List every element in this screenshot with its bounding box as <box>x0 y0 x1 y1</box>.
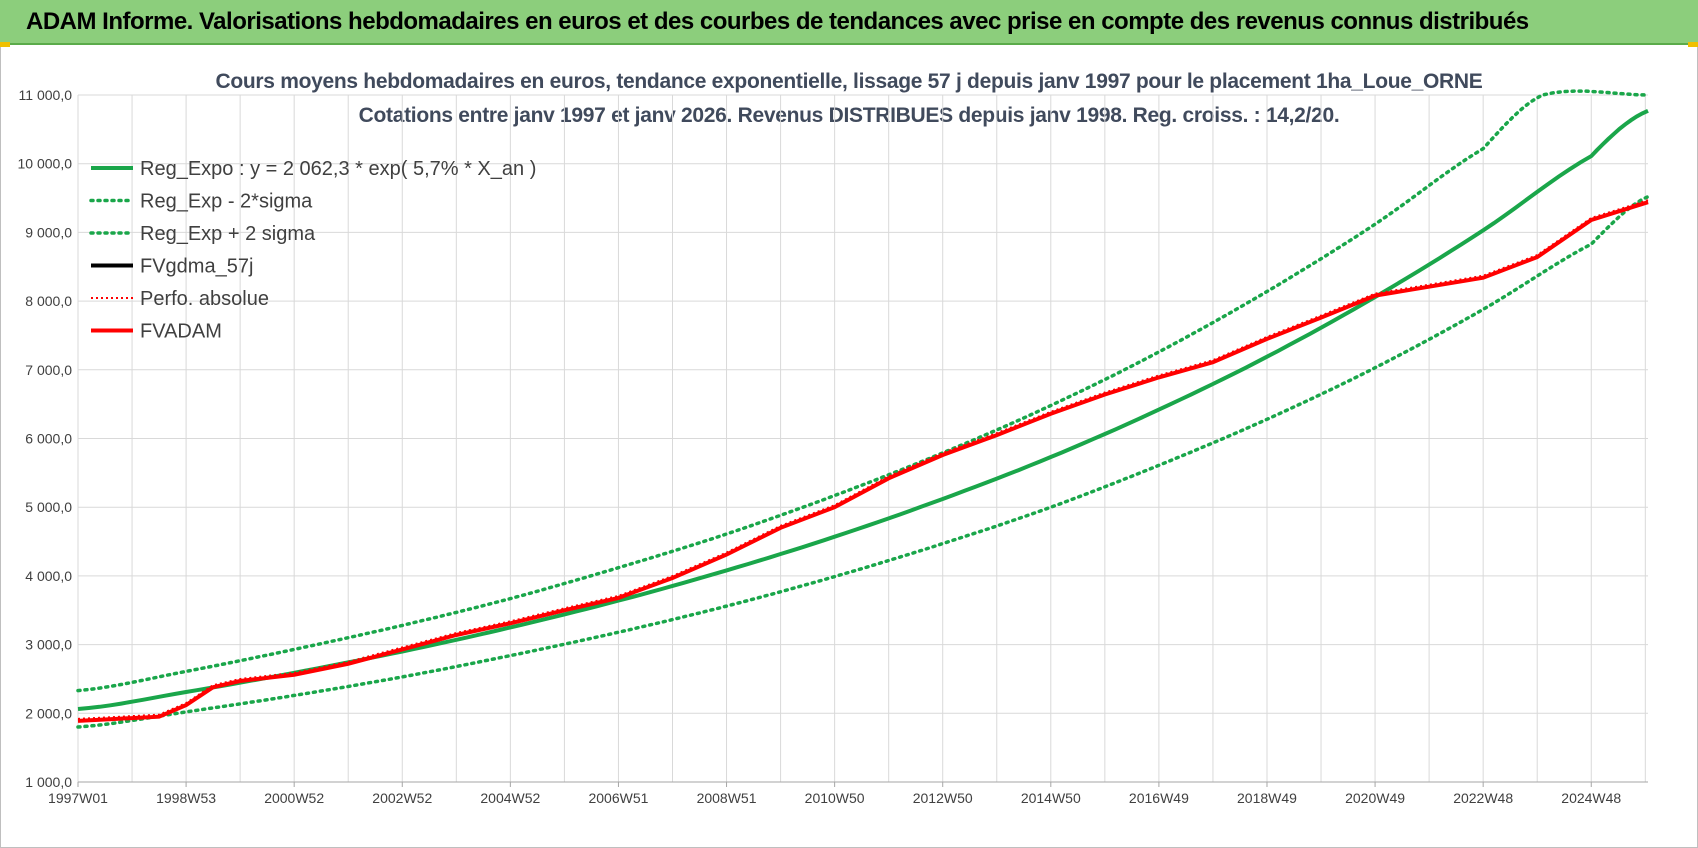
y-tick-label: 6 000,0 <box>25 431 72 447</box>
legend-label-5: FVADAM <box>140 321 222 343</box>
y-tick-label: 1 000,0 <box>25 774 72 790</box>
legend-label-2: Reg_Exp + 2 sigma <box>140 223 316 245</box>
x-tick-label: 2002W52 <box>372 790 432 806</box>
series-line-4 <box>77 199 1649 720</box>
legend-label-4: Perfo. absolue <box>140 288 269 310</box>
x-tick-label: 2014W50 <box>1021 790 1081 806</box>
legend-label-1: Reg_Exp - 2*sigma <box>140 191 313 213</box>
x-tick-label: 2006W51 <box>588 790 648 806</box>
y-tick-label: 11 000,0 <box>19 87 73 103</box>
x-tick-label: 2012W50 <box>913 790 973 806</box>
x-tick-label: 2008W51 <box>697 790 757 806</box>
corner-mark-right <box>1688 42 1698 47</box>
x-tick-label: 2020W49 <box>1345 790 1405 806</box>
y-tick-label: 8 000,0 <box>25 293 72 309</box>
page-title: ADAM Informe. Valorisations hebdomadaire… <box>26 8 1529 35</box>
corner-mark-left <box>0 42 10 47</box>
x-tick-label: 2000W52 <box>264 790 324 806</box>
y-tick-label: 9 000,0 <box>25 224 72 240</box>
series-line-2 <box>76 89 1650 693</box>
x-tick-label: 1997W01 <box>48 790 108 806</box>
chart-title: Cours moyens hebdomadaires en euros, ten… <box>215 70 1483 93</box>
y-tick-label: 4 000,0 <box>25 568 72 584</box>
header-bar: ADAM Informe. Valorisations hebdomadaire… <box>0 0 1698 45</box>
x-tick-label: 2010W50 <box>805 790 865 806</box>
chart-subtitle: Cotations entre janv 1997 et janv 2026. … <box>358 104 1340 127</box>
y-tick-label: 5 000,0 <box>25 499 72 515</box>
y-tick-label: 7 000,0 <box>25 362 72 378</box>
legend-label-3: FVgdma_57j <box>140 256 253 278</box>
y-tick-label: 2 000,0 <box>25 705 72 721</box>
x-tick-label: 2024W48 <box>1561 790 1621 806</box>
legend-label-0: Reg_Expo : y = 2 062,3 * exp( 5,7% * X_a… <box>140 158 536 180</box>
x-tick-label: 2018W49 <box>1237 790 1297 806</box>
x-tick-label: 1998W53 <box>156 790 216 806</box>
series-line-5 <box>77 200 1649 723</box>
y-tick-label: 3 000,0 <box>25 637 72 653</box>
x-tick-label: 2016W49 <box>1129 790 1189 806</box>
series-line-3 <box>77 201 1649 722</box>
series-line-0 <box>77 108 1649 711</box>
y-tick-label: 10 000,0 <box>18 156 73 172</box>
series-line-1 <box>76 194 1650 729</box>
x-tick-label: 2004W52 <box>480 790 540 806</box>
x-tick-label: 2022W48 <box>1453 790 1513 806</box>
